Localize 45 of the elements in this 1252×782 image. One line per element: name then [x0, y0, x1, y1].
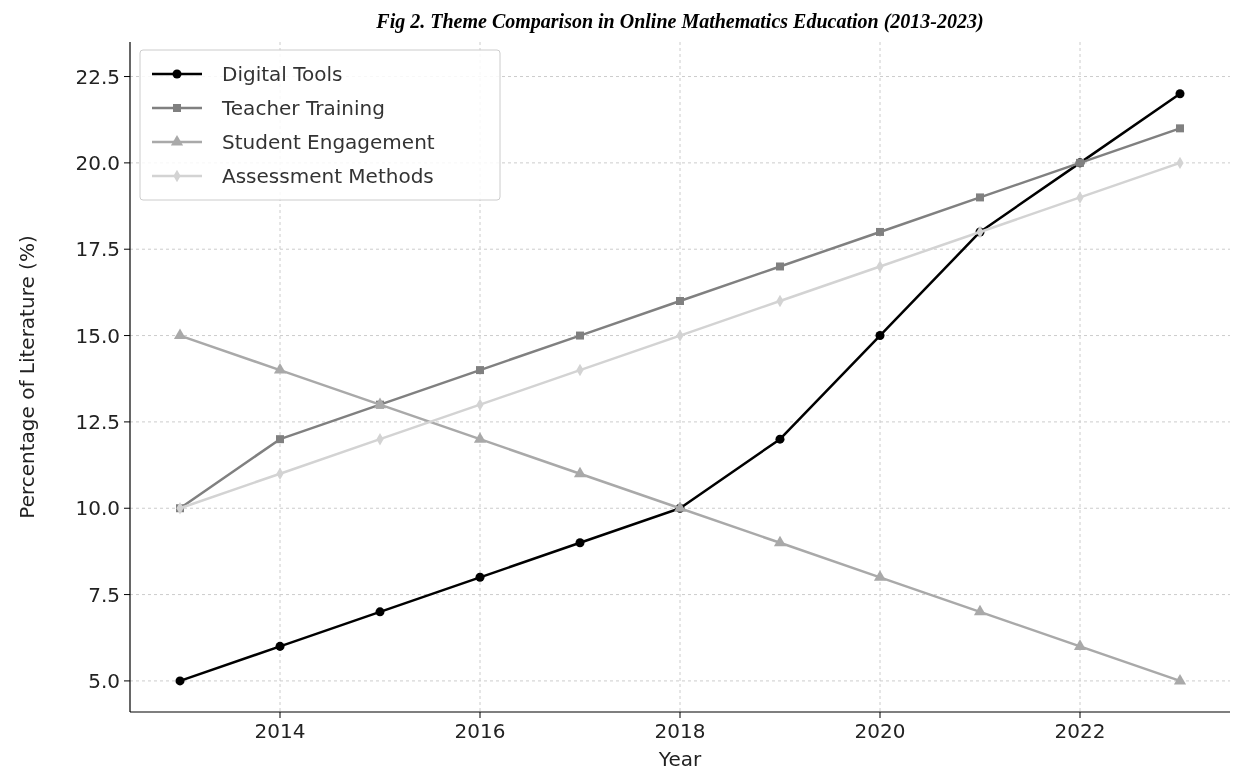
point [973, 604, 987, 616]
point [676, 297, 684, 306]
x-tick-label: 2020 [854, 719, 906, 743]
legend-label: Student Engagement [222, 130, 435, 154]
x-tick-label: 2016 [454, 719, 506, 743]
point [976, 193, 984, 202]
point [475, 572, 485, 582]
x-tick-label: 2022 [1054, 719, 1106, 743]
y-tick-label: 10.0 [75, 496, 120, 521]
legend-label: Teacher Training [221, 96, 385, 120]
point [873, 570, 887, 581]
point [876, 227, 884, 236]
point [1173, 673, 1187, 685]
point [575, 538, 585, 548]
point [776, 262, 784, 271]
x-tick-label: 2014 [254, 719, 306, 743]
point [275, 641, 285, 651]
point [773, 535, 787, 547]
x-tick-label: 2018 [654, 719, 706, 743]
point [573, 466, 587, 478]
point [1175, 89, 1185, 99]
y-tick-label: 12.5 [75, 409, 120, 434]
point [273, 363, 287, 374]
point [775, 434, 785, 444]
point [175, 676, 185, 686]
legend-label: Assessment Methods [222, 164, 434, 188]
point [276, 435, 284, 444]
x-axis-title: Year [657, 747, 702, 771]
y-tick-label: 5.0 [88, 668, 120, 693]
y-tick-label: 15.0 [75, 323, 120, 348]
point [576, 331, 584, 340]
y-tick-label: 17.5 [75, 237, 120, 262]
y-tick-label: 20.0 [75, 150, 120, 175]
point [1073, 639, 1087, 650]
legend-label: Digital Tools [222, 62, 343, 86]
y-axis-title: Percentage of Literature (%) [15, 235, 39, 519]
point [173, 328, 187, 340]
point [1176, 124, 1184, 133]
point [875, 331, 885, 341]
point [476, 366, 484, 375]
chart-title: Fig 2. Theme Comparison in Online Mathematics Education (2013-2023) [375, 10, 984, 33]
point [375, 607, 385, 617]
y-tick-label: 22.5 [75, 64, 120, 89]
y-tick-label: 7.5 [88, 582, 120, 607]
point [473, 432, 487, 443]
